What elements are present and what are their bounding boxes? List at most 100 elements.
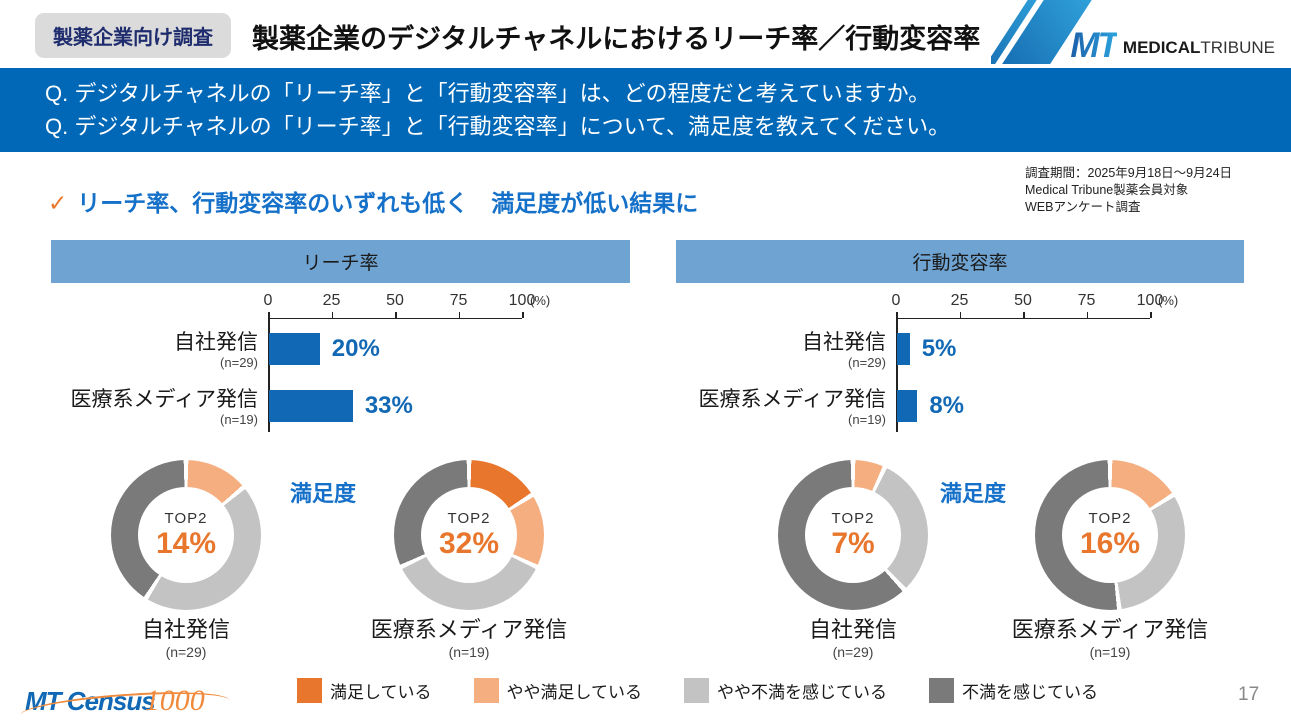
census-logo-text: MT Census [25,686,156,716]
legend-swatch-dissatisfied [929,678,954,703]
medical-tribune-logo: MT MEDICALTRIBUNE [991,0,1291,64]
axis-tick [395,312,397,318]
category-n: (n=29) [848,355,886,370]
top2-label: TOP2 [1088,509,1132,527]
bar [269,390,353,422]
behavior-axis: 0 25 50 75 100 (%) [892,292,1178,432]
top2-value: 16% [1079,526,1141,560]
census-logo-number: 1000 [144,684,205,717]
axis-tick [1023,312,1025,318]
donut-name-n: (n=19) [1089,644,1131,660]
page-number: 17 [1238,684,1260,705]
check-icon: ✓ [48,190,68,216]
question-line-2: Q. デジタルチャネルの「リーチ率」と「行動変容率」について、満足度を教えてくだ… [45,114,951,139]
category-name: 医療系メディア発信 [698,388,886,411]
category-name: 自社発信 [174,331,258,354]
survey-method: WEBアンケート調査 [1025,200,1141,214]
legend-label: 満足している [330,683,432,702]
bar-row: 20% [269,333,569,365]
logo-tribune-word: TRIBUNE [1200,38,1275,57]
legend-item: 不満を感じている [929,678,1098,703]
axis-tick-label: 0 [891,292,901,309]
axis-tick [959,312,961,318]
axis-tick-label: 75 [449,292,468,309]
panel-band-behavior-title: 行動変容率 [912,253,1008,274]
panel-band-reach-title: リーチ率 [302,253,379,274]
bar-value-label: 5% [921,335,957,362]
bar-row: 33% [269,390,569,422]
top2-value: 32% [438,526,500,560]
question-line-1: Q. デジタルチャネルの「リーチ率」と「行動変容率」は、どの程度だと考えています… [45,81,931,106]
bar-row: 8% [897,390,1197,422]
survey-info: 調査期間：2025年9月18日～9月24日 Medical Tribune製薬会… [1025,165,1232,216]
logo-mt-mark: MT [1070,26,1119,64]
category-label: 自社発信 (n=29) [668,331,886,370]
donut-name-n: (n=29) [832,644,874,660]
top2-label: TOP2 [447,509,491,527]
axis-tick-label: 0 [263,292,273,309]
legend-item: やや満足している [473,678,643,703]
legend-item: やや不満を感じている [684,678,887,703]
survey-type-badge: 製薬企業向け調査 [35,13,231,58]
legend-swatch-somewhat-dissatisfied [684,678,709,703]
survey-target: Medical Tribune製薬会員対象 [1025,183,1189,197]
donut-name: 医療系メディア発信 (n=19) [1005,617,1215,661]
axis-tick-label: 25 [950,292,969,309]
axis-tick-label: 25 [322,292,341,309]
page-title: 製薬企業のデジタルチャネルにおけるリーチ率／行動変容率 [252,24,981,54]
axis-tick-label: 50 [1014,292,1032,309]
axis-spine [896,312,898,432]
axis-tick-label: 100 [508,292,536,309]
category-name: 自社発信 [802,331,886,354]
donut-name-text: 自社発信 [141,617,230,642]
category-n: (n=19) [220,412,258,427]
donut-behavior-media: TOP2 16% [1035,460,1185,610]
legend-label: やや不満を感じている [717,683,887,702]
axis-tick [331,312,333,318]
logo-medical-word: MEDICAL [1122,38,1201,57]
category-n: (n=29) [220,355,258,370]
top2-label: TOP2 [164,509,208,527]
bar [897,390,918,422]
bar-value-label: 8% [929,392,964,419]
axis-tick [1150,312,1152,318]
satisfaction-label: 満足度 [290,481,357,506]
legend: 満足している やや満足している やや不満を感じている 不満を感じている [297,678,1098,703]
donut-reach-own: TOP2 14% [111,460,261,610]
donut-name-n: (n=29) [165,644,207,660]
key-message-text: リーチ率、行動変容率のいずれも低く 満足度が低い結果に [77,190,699,216]
donut-name: 医療系メディア発信 (n=19) [364,617,574,661]
panel-band-reach: リーチ率 [51,240,630,283]
bar-value-label: 20% [331,335,380,362]
donut-name-text: 医療系メディア発信 [370,617,568,642]
key-message: ✓ リーチ率、行動変容率のいずれも低く 満足度が低い結果に [48,184,698,218]
donut-behavior-own: TOP2 7% [778,460,928,610]
category-label: 医療系メディア発信 (n=19) [668,388,886,427]
axis-tick-label: 50 [386,292,404,309]
legend-label: やや満足している [506,683,643,702]
legend-label: 不満を感じている [962,683,1098,702]
category-name: 医療系メディア発信 [70,388,258,411]
donut-name-n: (n=19) [448,644,490,660]
axis-unit-label: (%) [530,293,551,308]
top2-value: 7% [831,526,875,560]
bar [269,333,320,365]
axis-tick [522,312,524,318]
bar-value-label: 33% [364,392,413,419]
top2-value: 14% [155,526,217,560]
donut-name-text: 医療系メディア発信 [1011,617,1209,642]
axis-tick-label: 100 [1136,292,1164,309]
satisfaction-label: 満足度 [940,481,1007,506]
axis-spine [268,312,270,432]
legend-item: 満足している [297,678,432,703]
logo-text: MT MEDICALTRIBUNE [1070,26,1275,64]
donut-reach-media: TOP2 32% [394,460,544,610]
donut-name-text: 自社発信 [808,617,897,642]
category-label: 医療系メディア発信 (n=19) [40,388,258,427]
panel-band-behavior: 行動変容率 [676,240,1244,283]
bar [897,333,910,365]
legend-swatch-satisfied [297,678,322,703]
category-label: 自社発信 (n=29) [40,331,258,370]
axis-tick [458,312,460,318]
donut-name: 自社発信 (n=29) [763,617,943,661]
